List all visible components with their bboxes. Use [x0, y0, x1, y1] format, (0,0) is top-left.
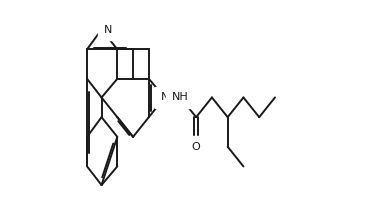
Text: N: N [104, 25, 112, 35]
Text: NH: NH [172, 92, 189, 102]
Text: O: O [192, 142, 201, 152]
Text: N: N [160, 92, 169, 102]
